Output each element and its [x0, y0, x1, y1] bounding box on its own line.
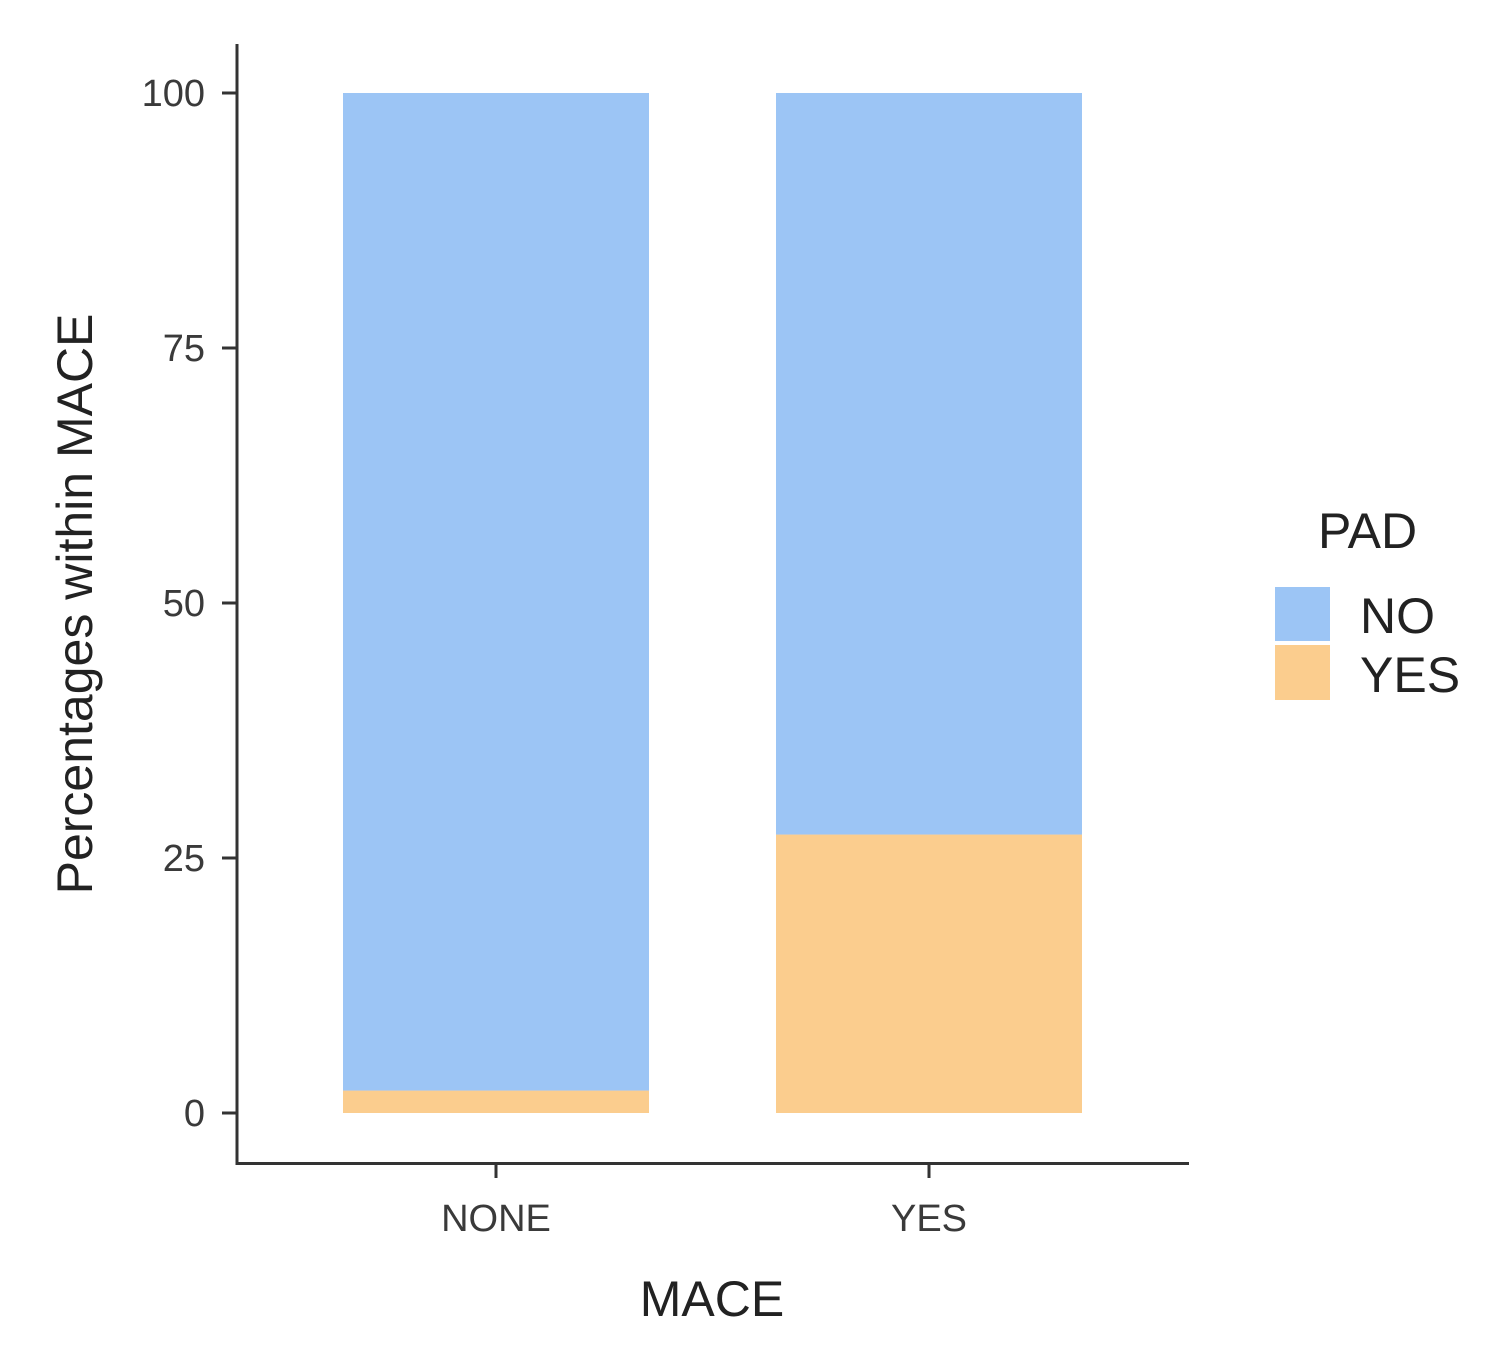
y-tick-label: 50: [163, 583, 205, 625]
bar-none-pad-no: [343, 93, 649, 1091]
bar-none-pad-yes: [343, 1090, 649, 1113]
bar-yes-pad-yes: [776, 834, 1082, 1113]
y-tick-label: 0: [184, 1093, 205, 1135]
x-tick-label: YES: [891, 1198, 967, 1240]
y-axis-title: Percentages within MACE: [47, 314, 103, 895]
bars-layer: [343, 93, 1082, 1113]
x-tick-label: NONE: [441, 1198, 551, 1240]
legend-label-yes: YES: [1360, 647, 1460, 703]
y-ticks: 0 25 50 75 100: [142, 73, 237, 1135]
legend-swatch-yes: [1275, 645, 1330, 700]
x-axis-title: MACE: [640, 1271, 784, 1327]
x-ticks: NONE YES: [441, 1163, 967, 1240]
y-tick-label: 25: [163, 838, 205, 880]
legend-title: PAD: [1318, 503, 1417, 559]
legend: PAD NO YES: [1275, 503, 1460, 703]
legend-label-no: NO: [1360, 588, 1435, 644]
y-tick-label: 75: [163, 328, 205, 370]
legend-swatch-no: [1275, 587, 1330, 641]
bar-yes-pad-no: [776, 93, 1082, 835]
y-tick-label: 100: [142, 73, 205, 115]
